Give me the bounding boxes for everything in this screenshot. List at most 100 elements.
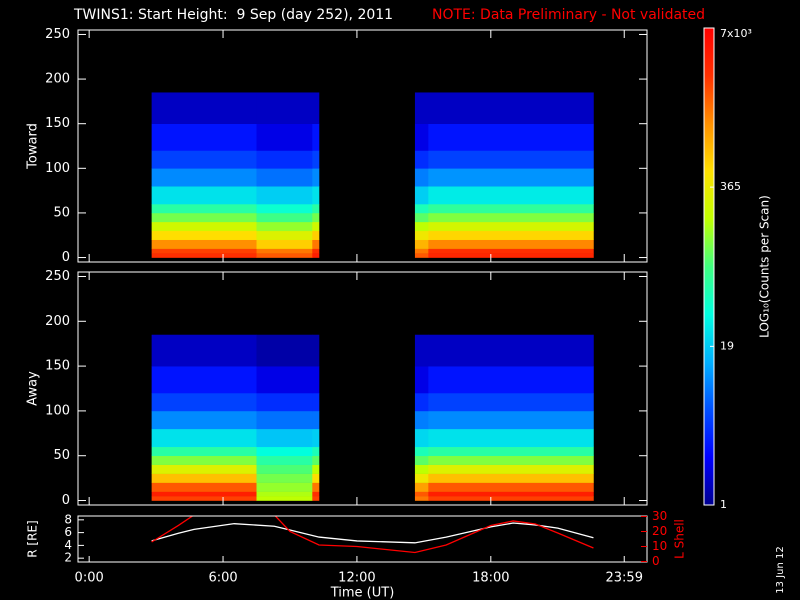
cell [312,150,320,169]
colorbar-tick-label: 19 [720,339,734,352]
cell [312,123,320,151]
colorbar-tick-label: 7x10³ [720,27,752,40]
cell [256,168,313,187]
plot-frame [77,271,648,506]
x-tick-label: 0:00 [75,571,104,586]
y-tick-label: 200 [45,72,70,87]
y-tick-label: 0 [62,250,70,265]
cell [312,186,320,205]
cell [428,204,594,214]
cell [428,186,594,205]
y2-tick-label: 0 [652,554,660,568]
cell [151,230,257,240]
cell [312,334,320,367]
cell [428,428,594,448]
cell [414,446,429,457]
cell [151,92,257,124]
colorbar [703,27,715,506]
cell [428,168,594,187]
cell [414,473,429,483]
cell [151,473,257,483]
cell [414,410,429,430]
cell [428,334,594,367]
cell [414,334,429,367]
cell [312,253,320,258]
cell [312,212,320,223]
cell [256,410,313,430]
y-tick-label: 150 [45,116,70,131]
cell [151,150,257,169]
cell [256,92,313,124]
x-tick-label: 6:00 [208,571,237,586]
cell [151,496,257,501]
cell [256,186,313,205]
cell [312,482,320,492]
cell [256,248,313,254]
cell [151,168,257,187]
cell [428,464,594,474]
cell [256,253,313,258]
cell [428,230,594,240]
cell [312,496,320,501]
cell [428,491,594,497]
cell [151,482,257,492]
lines [151,516,594,554]
cell [151,464,257,474]
y-tick-label: 250 [45,269,70,284]
x-tick-label: 18:00 [472,571,509,586]
cell [151,446,257,457]
cell [256,212,313,223]
cell [428,496,594,501]
cell [151,334,257,367]
cell [151,248,257,254]
cell [256,428,313,448]
chart-title: TWINS1: Start Height: 9 Sep (day 252), 2… [73,7,393,23]
cell [428,123,594,151]
cell [428,248,594,254]
cell [414,230,429,240]
cell [414,482,429,492]
cell [428,239,594,249]
cell [428,366,594,394]
cell [414,491,429,497]
cell [428,482,594,492]
cell [256,221,313,232]
cell [414,204,429,214]
cell [256,496,313,501]
y-tick-label: 100 [45,403,70,418]
series-line [151,522,594,544]
cell [151,204,257,214]
y2-axis-label: L Shell [673,519,687,559]
cell [414,455,429,465]
cell [256,455,313,465]
cell [151,392,257,412]
cell [256,204,313,214]
plot-frame [77,515,648,563]
cell [428,410,594,430]
cell [428,392,594,412]
y-axis-label: R [RE] [26,520,40,557]
cell [428,92,594,124]
x-axis-label: Time (UT) [330,586,395,600]
cell [312,221,320,232]
y2-tick-label: 30 [652,509,667,523]
cell [256,334,313,367]
cell [312,473,320,483]
y-tick-label: 0 [62,493,70,508]
cell [151,253,257,258]
cell [151,221,257,232]
cell [256,366,313,394]
cell [151,491,257,497]
y-tick-label: 8 [64,512,72,526]
cell [312,446,320,457]
cell [151,428,257,448]
cell [256,392,313,412]
cell [414,186,429,205]
cell [414,212,429,223]
cell [428,473,594,483]
y2-tick-label: 20 [652,524,667,538]
cell [414,496,429,501]
cell [312,248,320,254]
y-axis-label: Toward [26,123,41,170]
